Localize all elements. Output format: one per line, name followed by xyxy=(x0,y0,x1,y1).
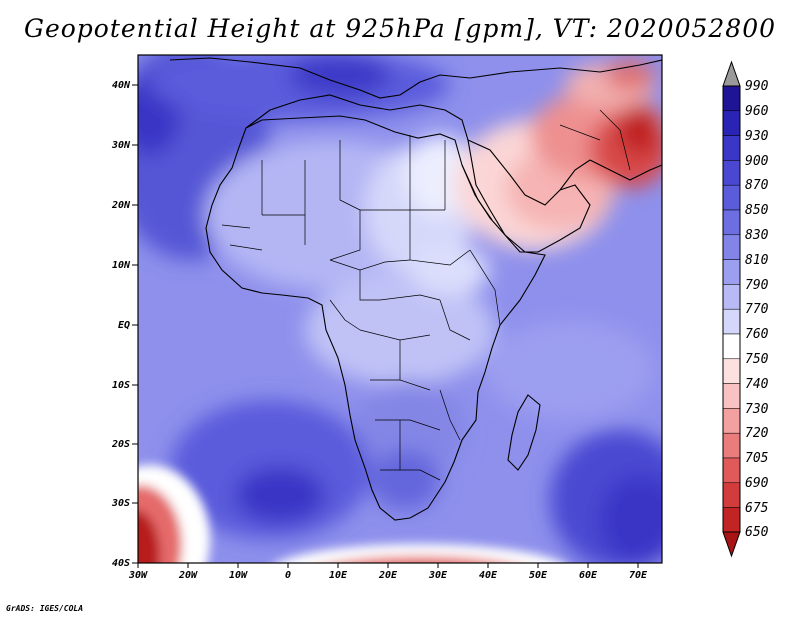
colorbar-segment xyxy=(722,308,741,335)
mediterranean-coastline xyxy=(245,94,469,141)
colorbar-label: 720 xyxy=(745,426,769,441)
grads-credit: GrADS: IGES/COLA xyxy=(6,604,84,613)
lat-tick-label: 20N xyxy=(111,200,131,211)
colorbar-segment xyxy=(722,333,741,360)
lon-tick-label: 50E xyxy=(529,570,548,581)
map-title: Geopotential Height at 925hPa [gpm], VT:… xyxy=(23,14,777,43)
plot-frame xyxy=(137,54,663,564)
height-field xyxy=(138,55,662,563)
lon-tick-label: 10W xyxy=(229,570,248,581)
colorbar-segment xyxy=(722,234,741,260)
colorbar-frame xyxy=(722,85,741,533)
colorbar-label: 730 xyxy=(745,402,769,417)
lat-tick-label: EQ xyxy=(118,320,130,331)
colorbar-label: 830 xyxy=(745,228,769,243)
colorbar-segment xyxy=(722,432,741,459)
colorbar-segment xyxy=(722,85,741,112)
lat-tick-label: 20S xyxy=(111,439,130,450)
lon-tick-label: 20W xyxy=(178,570,198,581)
colorbar-label: 650 xyxy=(745,525,769,540)
lon-tick-label: 10E xyxy=(329,570,348,581)
madagascar-coastline xyxy=(507,394,541,471)
lon-labels: 30W 20W 10W 0 10E 20E 30E 40E 50E 60E 70… xyxy=(128,570,648,581)
colorbar-label: 675 xyxy=(745,501,769,516)
colorbar-label: 960 xyxy=(745,104,769,119)
lon-ticks xyxy=(137,563,639,568)
colorbar-label: 990 xyxy=(745,79,769,94)
colorbar-segment xyxy=(722,457,741,484)
colorbar: 990 960 930 900 870 850 830 810 790 770 … xyxy=(722,60,769,558)
lat-tick-label: 10N xyxy=(112,260,131,271)
lat-labels: 40N 30N 20N 10N EQ 10S 20S 30S 40S xyxy=(111,80,131,569)
coastlines xyxy=(169,57,662,521)
lat-ticks xyxy=(132,84,138,564)
colorbar-segment xyxy=(722,358,741,384)
colorbar-label: 870 xyxy=(745,178,769,193)
lon-tick-label: 0 xyxy=(285,570,291,581)
colorbar-label: 930 xyxy=(745,129,769,144)
gulf-coastline xyxy=(559,159,662,191)
lon-tick-label: 40E xyxy=(479,570,498,581)
colorbar-label: 850 xyxy=(745,203,769,218)
africa-coastline xyxy=(205,115,546,521)
red-sea-coastline xyxy=(461,164,493,221)
colorbar-label: 900 xyxy=(745,154,769,169)
lon-tick-label: 70E xyxy=(629,570,648,581)
colorbar-segment xyxy=(722,135,741,161)
colorbar-segment xyxy=(722,184,741,211)
colorbar-label: 770 xyxy=(745,302,769,317)
colorbar-label: 790 xyxy=(745,278,769,293)
colorbar-label: 810 xyxy=(745,253,769,268)
lat-tick-label: 30N xyxy=(111,140,131,151)
colorbar-label: 760 xyxy=(745,327,769,342)
colorbar-segment xyxy=(722,284,741,310)
lat-tick-label: 30S xyxy=(111,498,130,509)
lat-tick-label: 40N xyxy=(112,80,131,91)
colorbar-segment xyxy=(722,482,741,508)
colorbar-label: 705 xyxy=(745,451,769,466)
colorbar-segment xyxy=(722,209,741,236)
colorbar-segment xyxy=(722,259,741,285)
colorbar-label: 740 xyxy=(745,377,769,392)
colorbar-segment xyxy=(722,110,741,136)
lat-tick-label: 10S xyxy=(112,380,130,391)
colorbar-label: 750 xyxy=(745,352,769,367)
colorbar-top-arrow xyxy=(722,60,741,87)
colorbar-bottom-arrow xyxy=(722,531,741,558)
colorbar-segment xyxy=(722,408,741,434)
lon-tick-label: 30E xyxy=(428,570,448,581)
lon-tick-label: 20E xyxy=(378,570,398,581)
lat-tick-label: 40S xyxy=(112,558,130,569)
colorbar-segment xyxy=(722,160,741,186)
lon-tick-label: 60E xyxy=(579,570,598,581)
colorbar-label: 690 xyxy=(745,476,769,491)
country-borders xyxy=(221,109,631,481)
colorbar-segment xyxy=(722,507,741,533)
lon-tick-label: 30W xyxy=(128,570,148,581)
colorbar-segment xyxy=(722,383,741,409)
europe-coastline xyxy=(169,57,662,99)
arabian-peninsula-coastline xyxy=(467,139,591,253)
